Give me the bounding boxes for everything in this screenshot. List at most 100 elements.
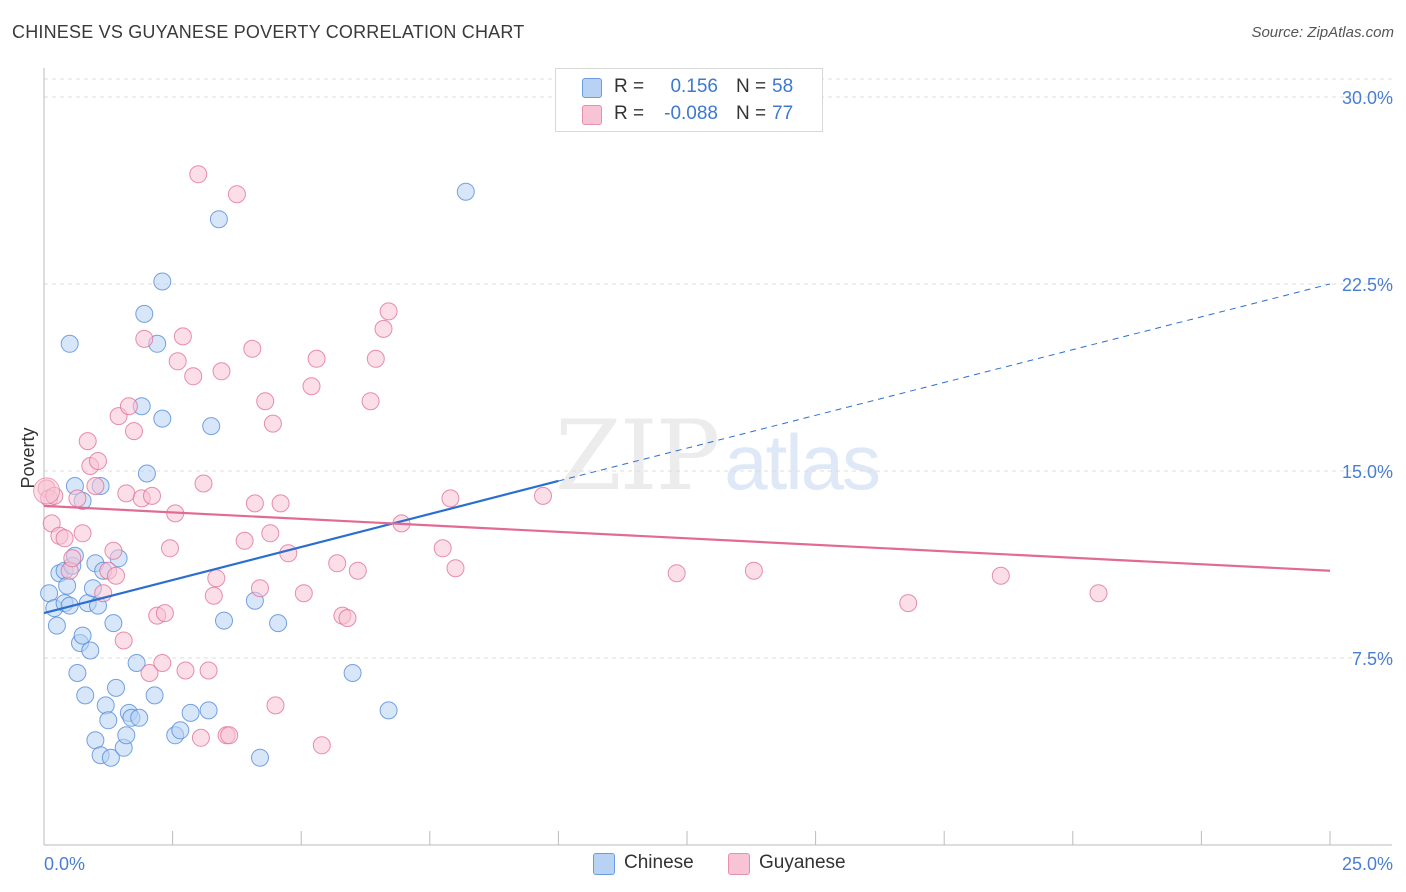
point-guyanese	[212, 362, 231, 381]
point-guyanese	[1089, 584, 1108, 603]
watermark: ZIPatlas	[555, 400, 881, 512]
legend-n-value: 77	[772, 103, 794, 124]
legend-n-label: N =	[736, 103, 767, 124]
legend-r-label: R =	[614, 76, 645, 97]
point-chinese	[153, 272, 172, 291]
point-guyanese	[107, 566, 125, 585]
point-guyanese	[374, 319, 393, 338]
legend-r-label: R =	[614, 103, 645, 124]
point-guyanese	[348, 561, 367, 580]
point-chinese	[81, 641, 100, 660]
data-points	[33, 165, 1108, 767]
point-guyanese	[328, 554, 347, 573]
point-guyanese	[379, 302, 398, 321]
legend-label-chinese: Chinese	[624, 852, 694, 873]
legend-row-guyanese: R = -0.088 N = 77	[556, 101, 822, 127]
y-tick-label: 15.0%	[1342, 462, 1393, 482]
point-chinese	[199, 701, 218, 720]
trend-lines	[43, 283, 1331, 615]
watermark-atlas: atlas	[724, 418, 881, 506]
point-guyanese	[189, 165, 208, 184]
point-guyanese	[89, 452, 107, 470]
point-chinese	[99, 711, 118, 730]
point-chinese	[202, 417, 221, 436]
y-tick-label: 22.5%	[1342, 275, 1393, 295]
point-guyanese	[261, 524, 280, 543]
point-guyanese	[220, 726, 239, 745]
point-guyanese	[176, 661, 195, 680]
point-chinese	[101, 748, 120, 767]
point-guyanese	[991, 566, 1010, 585]
chart-title: CHINESE VS GUYANESE POVERTY CORRELATION …	[12, 22, 525, 42]
legend-row-chinese: R = 0.156 N = 58	[556, 74, 822, 100]
point-guyanese	[366, 349, 385, 368]
point-guyanese	[114, 631, 133, 650]
point-chinese	[127, 654, 146, 672]
point-guyanese	[744, 561, 763, 580]
point-guyanese	[199, 661, 218, 680]
point-guyanese	[271, 494, 290, 513]
point-guyanese	[227, 185, 246, 204]
point-guyanese	[302, 377, 321, 396]
point-guyanese	[263, 414, 282, 433]
legend-swatch-guyanese	[582, 105, 602, 125]
trend-line-chinese	[43, 479, 559, 615]
x-tick-label: 25.0%	[1342, 854, 1393, 874]
point-chinese	[153, 409, 172, 428]
point-chinese	[73, 626, 92, 645]
y-tick-label: 7.5%	[1352, 649, 1393, 669]
point-guyanese	[441, 489, 460, 508]
point-chinese	[181, 703, 200, 722]
point-guyanese	[173, 327, 192, 346]
x-tick-label: 0.0%	[44, 854, 85, 874]
point-guyanese	[256, 392, 275, 411]
trend-line-chinese-extrapolated	[558, 283, 1331, 482]
point-guyanese	[119, 397, 138, 416]
point-guyanese	[161, 539, 179, 558]
point-guyanese	[899, 594, 918, 613]
point-guyanese	[245, 494, 264, 513]
point-guyanese	[117, 484, 136, 503]
point-chinese	[47, 616, 66, 635]
point-chinese	[58, 576, 77, 595]
legend-r-value: -0.088	[664, 103, 718, 124]
point-guyanese	[194, 474, 213, 493]
point-guyanese	[204, 586, 223, 605]
point-chinese	[379, 701, 398, 720]
point-guyanese	[104, 541, 123, 560]
point-chinese	[135, 304, 154, 323]
point-guyanese	[251, 579, 269, 598]
point-guyanese	[143, 486, 161, 505]
point-chinese	[209, 210, 228, 229]
point-guyanese	[433, 539, 452, 558]
point-chinese	[251, 748, 269, 767]
point-guyanese	[312, 736, 331, 755]
point-guyanese	[534, 486, 552, 505]
point-chinese	[343, 664, 362, 682]
legend-n-value: 58	[772, 76, 794, 97]
point-guyanese	[235, 531, 254, 550]
point-chinese	[456, 182, 475, 201]
grid-lines	[44, 78, 1392, 659]
legend-n-label: N =	[736, 76, 767, 97]
point-guyanese	[86, 477, 105, 495]
point-guyanese	[361, 392, 380, 411]
point-guyanese	[207, 569, 226, 588]
point-guyanese	[667, 564, 686, 583]
point-guyanese	[294, 584, 313, 603]
axes	[43, 68, 1392, 846]
point-guyanese	[279, 544, 298, 563]
point-guyanese	[55, 529, 74, 548]
point-chinese	[76, 686, 95, 705]
point-guyanese	[135, 329, 154, 348]
point-chinese	[130, 708, 149, 727]
point-guyanese	[266, 696, 285, 715]
y-axis-label: Poverty	[18, 427, 38, 488]
point-guyanese	[73, 524, 92, 543]
point-guyanese	[184, 367, 203, 386]
legend-label-guyanese: Guyanese	[759, 852, 846, 873]
point-chinese	[68, 664, 87, 682]
legend-r-value: 0.156	[670, 76, 718, 97]
legend-swatch-chinese	[582, 78, 602, 98]
point-guyanese	[33, 477, 61, 505]
